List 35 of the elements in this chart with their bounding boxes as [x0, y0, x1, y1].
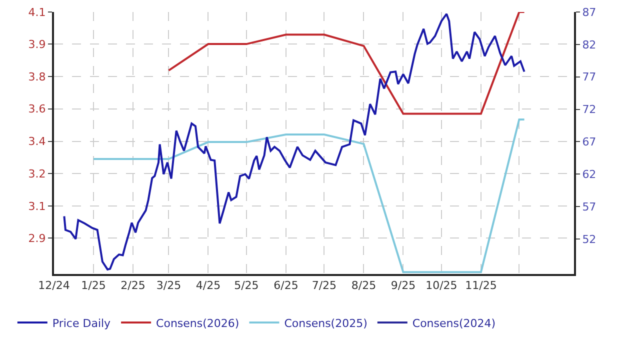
x-tick-label: 8/25 — [351, 279, 376, 292]
y-tick-label: 3.1 — [28, 200, 46, 213]
x-tick-label: 7/25 — [312, 279, 337, 292]
x-tick-label: 12/24 — [38, 279, 70, 292]
x-tick-label: 9/25 — [390, 279, 416, 292]
y2-tick-label: 72 — [582, 103, 596, 116]
line-series — [168, 12, 526, 115]
y2-tick-label: 82 — [582, 38, 596, 52]
line-series — [92, 118, 526, 274]
x-tick-label: 2/25 — [120, 279, 146, 292]
y-tick-label: 3.8 — [28, 70, 46, 84]
y2-tick-label: 57 — [582, 200, 596, 214]
y2-tick-label: 52 — [582, 232, 596, 246]
x-tick-label: 5/25 — [234, 279, 259, 292]
x-tick-label: 3/25 — [156, 279, 182, 292]
y2-tick-label: 67 — [582, 136, 596, 149]
x-tick-label: 10/25 — [426, 279, 458, 292]
legend-label: Consens(2024) — [412, 316, 496, 330]
y2-tick-label: 62 — [582, 168, 596, 181]
legend-label: Consens(2025) — [284, 316, 368, 330]
y-tick-label: 3.9 — [28, 38, 46, 52]
y-tick-label: 4.1 — [28, 6, 46, 19]
y-tick-label: 2.9 — [28, 232, 46, 246]
x-tick-label: 4/25 — [196, 279, 221, 292]
x-tick-label: 11/25 — [465, 279, 497, 292]
x-tick-label: 6/25 — [274, 279, 298, 292]
y2-tick-label: 87 — [582, 6, 596, 19]
x-tick-label: 1/25 — [81, 279, 106, 292]
y2-tick-label: 77 — [582, 70, 596, 84]
line-series — [63, 12, 526, 270]
legend-label: Consens(2026) — [156, 316, 240, 330]
y-tick-label: 3.4 — [28, 135, 46, 148]
y-tick-label: 3.2 — [28, 167, 46, 180]
legend-label: Price Daily — [52, 316, 112, 330]
y-tick-label: 3.6 — [28, 102, 46, 116]
